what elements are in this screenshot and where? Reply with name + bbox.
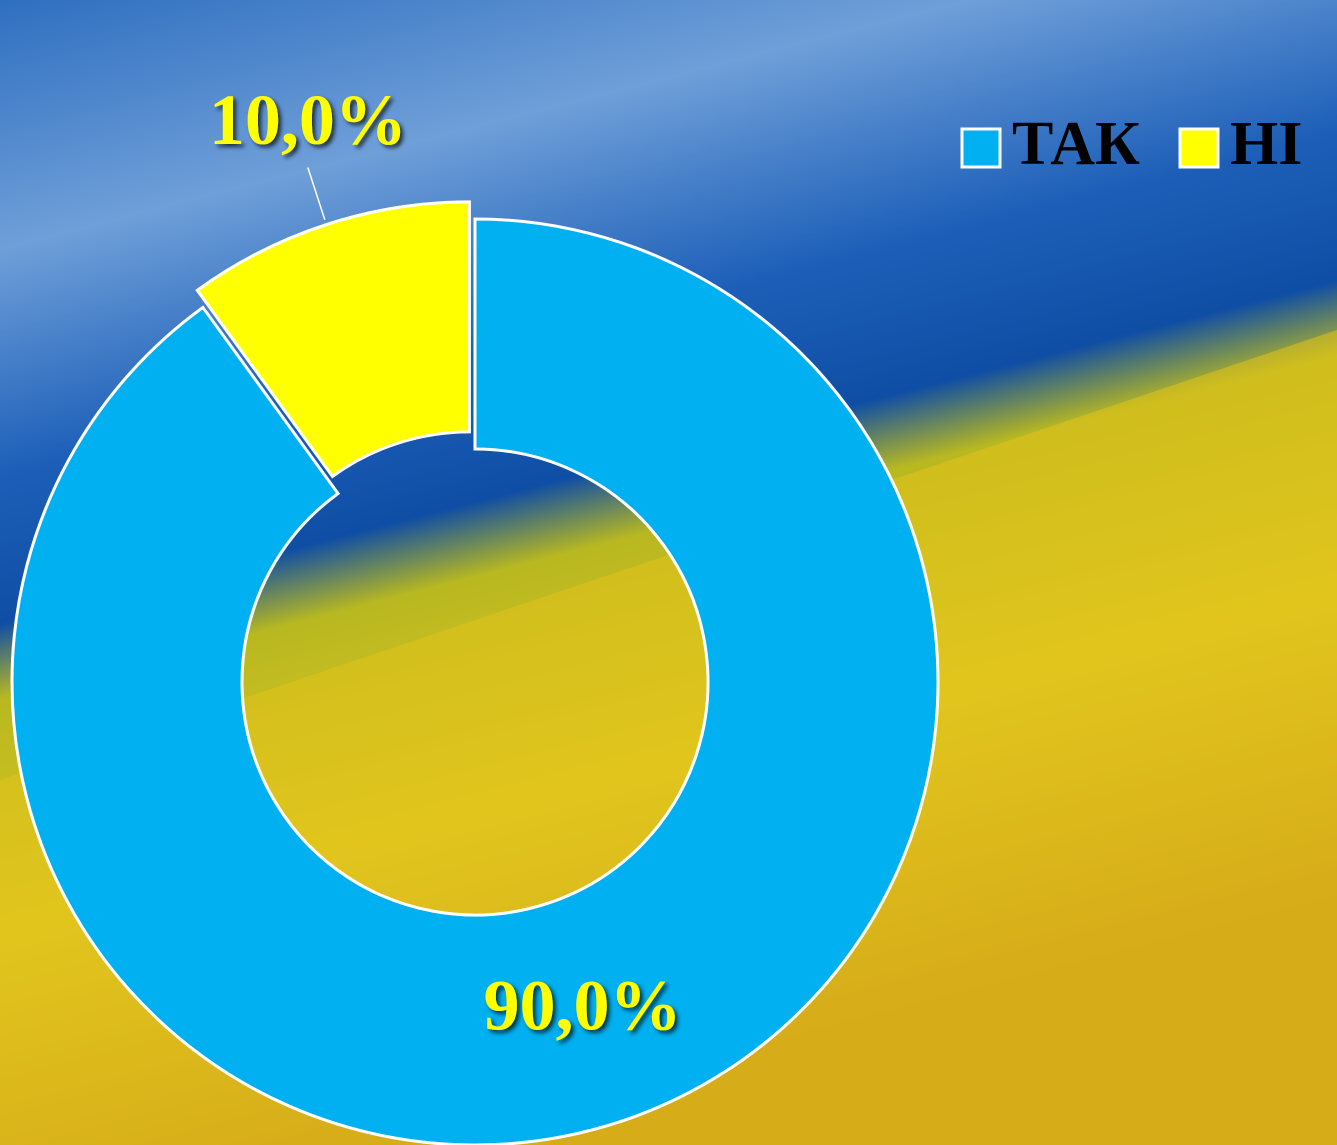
legend-swatch <box>960 127 1002 169</box>
pie-slice <box>10 217 940 1145</box>
plot: 90,0% 10,0% <box>10 80 940 1145</box>
legend-label: ТАК <box>1012 110 1140 178</box>
legend: ТАК НІ <box>960 110 1302 178</box>
data-label: 90,0% <box>484 965 682 1045</box>
leader-line <box>307 167 326 221</box>
pie-slice <box>195 200 471 479</box>
legend-swatch <box>1178 127 1220 169</box>
data-label: 10,0% <box>209 80 407 160</box>
legend-label: НІ <box>1230 110 1302 178</box>
